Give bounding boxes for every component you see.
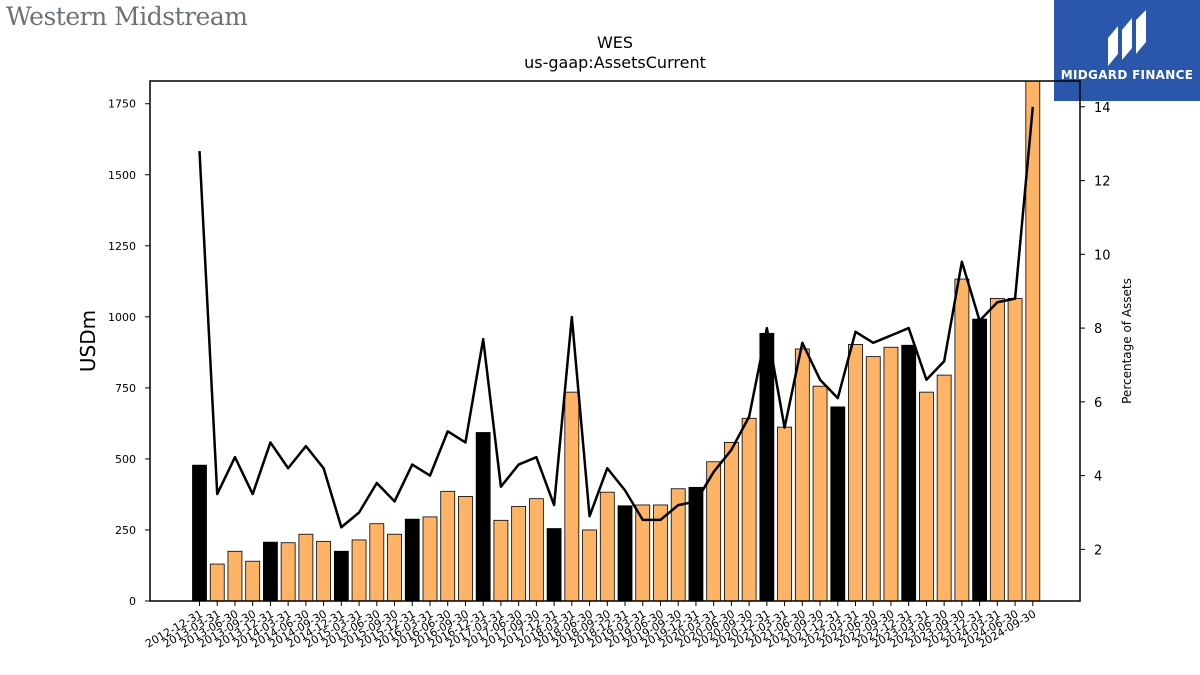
bar <box>688 486 704 602</box>
y-tick-label: 1750 <box>108 98 136 111</box>
chart-title: WES <box>597 33 633 52</box>
finance-badge: MIDGARD FINANCE <box>1054 0 1200 101</box>
bar <box>724 442 739 602</box>
y-axis-label: USDm <box>76 310 100 372</box>
bar <box>298 533 314 602</box>
bar <box>280 542 296 602</box>
bar <box>422 516 438 602</box>
bar <box>848 344 863 602</box>
y2-tick-label: 12 <box>1094 175 1111 190</box>
bar <box>263 541 278 602</box>
bar <box>475 432 491 602</box>
y-tick-label: 0 <box>129 595 136 608</box>
bar <box>582 529 597 602</box>
bar <box>936 374 952 602</box>
bar <box>564 391 580 602</box>
y-tick-label: 1000 <box>108 311 136 324</box>
bar <box>209 563 225 602</box>
y2-tick-label: 14 <box>1094 101 1111 116</box>
bar <box>919 391 934 602</box>
bar <box>830 406 846 602</box>
bar <box>794 348 810 602</box>
finance-badge-text: MIDGARD FINANCE <box>1060 68 1194 82</box>
y2-tick-label: 4 <box>1094 470 1102 485</box>
bar <box>387 533 402 602</box>
bar <box>546 528 562 602</box>
bar <box>404 518 420 602</box>
bar <box>528 498 544 602</box>
bar <box>458 496 473 602</box>
bar <box>883 346 899 602</box>
y2-tick-label: 6 <box>1094 396 1102 411</box>
company-logo: Western Midstream <box>6 2 248 31</box>
bar <box>706 461 722 602</box>
y2-tick-label: 10 <box>1094 248 1111 263</box>
bar <box>316 540 332 602</box>
bar <box>972 318 988 602</box>
bar <box>351 539 367 602</box>
bar <box>369 523 385 602</box>
y2-axis-label: Percentage of Assets <box>1120 278 1134 404</box>
bar <box>617 505 633 602</box>
bar <box>333 550 349 602</box>
y-tick-label: 250 <box>115 524 136 537</box>
bar <box>759 332 775 602</box>
y-tick-label: 1500 <box>108 169 136 182</box>
y-tick-label: 500 <box>115 453 136 466</box>
bar <box>599 491 615 602</box>
bar <box>511 505 527 602</box>
y2-tick-label: 8 <box>1094 322 1102 337</box>
chart-subtitle: us-gaap:AssetsCurrent <box>524 53 706 72</box>
bar <box>865 356 881 602</box>
y-tick-label: 750 <box>115 382 136 395</box>
line-layer <box>198 106 1035 529</box>
bar <box>1007 297 1023 602</box>
bar <box>245 560 261 602</box>
bar <box>777 426 792 602</box>
bar <box>989 297 1005 602</box>
y2-tick-label: 2 <box>1094 543 1102 558</box>
plot-frame <box>149 80 1081 602</box>
bar <box>493 519 509 602</box>
percentage-line <box>198 106 1035 529</box>
bar <box>741 417 757 602</box>
bar <box>440 490 456 602</box>
y-tick-label: 1250 <box>108 240 136 253</box>
bar <box>192 464 207 602</box>
company-logo-text: Western Midstream <box>6 2 248 31</box>
midgard-logo-icon <box>1108 10 1146 66</box>
bar <box>954 278 970 602</box>
bar <box>227 550 243 602</box>
bar <box>812 385 828 602</box>
bars-layer <box>192 80 1041 602</box>
bar <box>901 344 917 602</box>
